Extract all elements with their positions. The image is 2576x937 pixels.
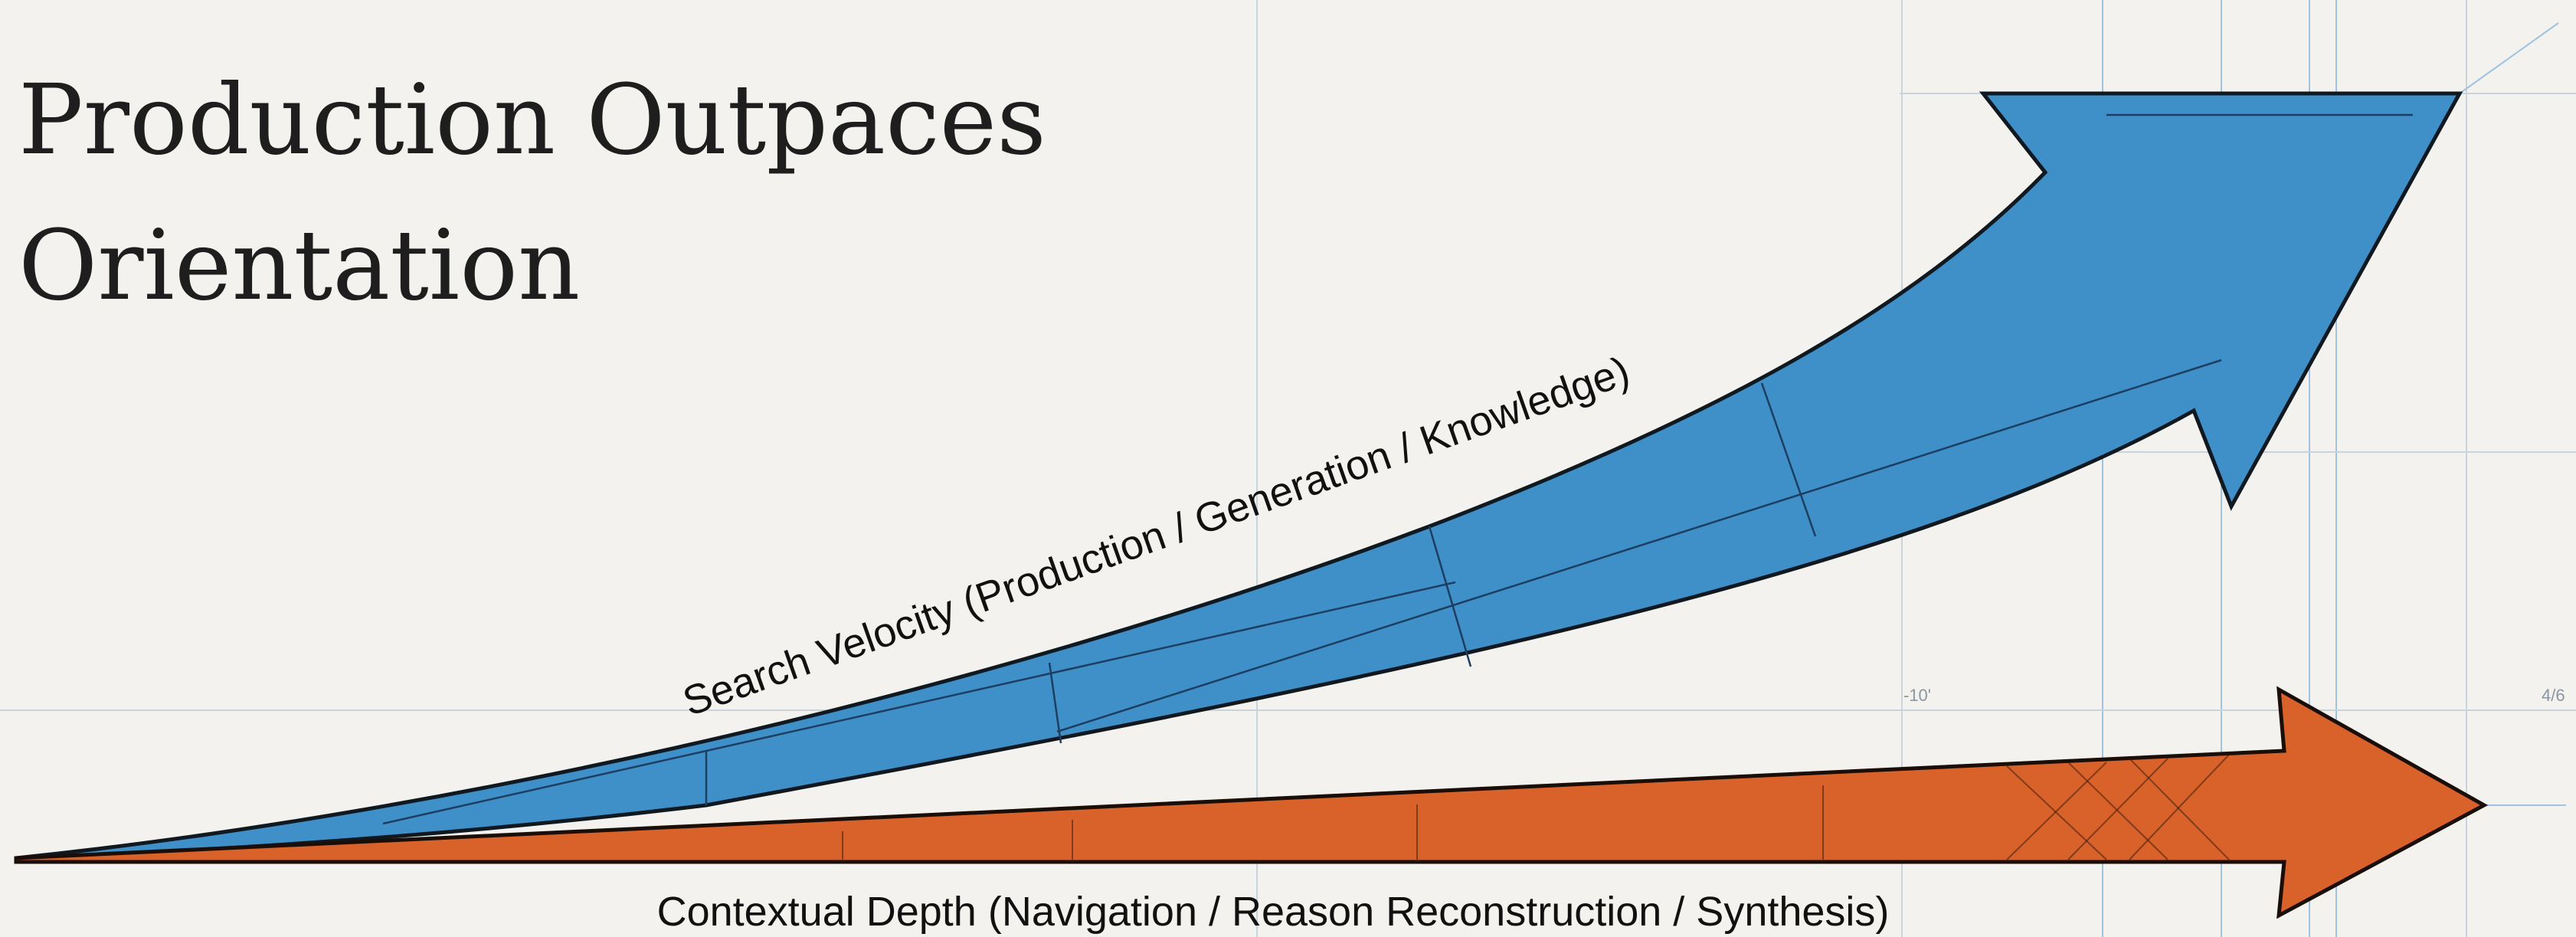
orange-hatching (842, 754, 2230, 860)
title-line: Production Outpaces (18, 64, 1046, 176)
annotation: 4/6 (2542, 686, 2565, 705)
annotation: -10' (1903, 686, 1931, 705)
contextual-depth-arrow (14, 686, 2489, 919)
title-line: Orientation (18, 209, 580, 322)
arrow-label: Contextual Depth (Navigation / Reason Re… (657, 889, 1890, 935)
blue-dimension-lines (382, 113, 2413, 825)
search-velocity-arrow (15, 91, 2463, 860)
